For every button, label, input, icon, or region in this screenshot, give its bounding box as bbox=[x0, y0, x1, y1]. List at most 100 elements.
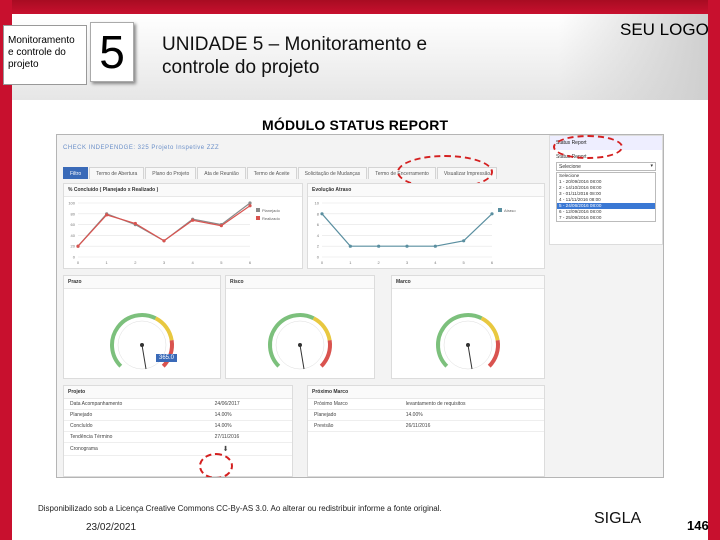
status-report-option[interactable]: 6 - 12/09/2016 08:00 bbox=[559, 209, 602, 214]
highlight-circle-status bbox=[553, 135, 623, 159]
app-title: CHECK INDEPENDGE: 325 Projeto Inspetive … bbox=[63, 145, 220, 151]
y-tick-label: 0 bbox=[317, 255, 320, 260]
x-tick-label: 0 bbox=[77, 260, 80, 265]
x-tick-label: 0 bbox=[321, 260, 324, 265]
data-point bbox=[405, 244, 409, 248]
status-report-option[interactable]: 1 - 20/09/2016 08:00 bbox=[559, 179, 602, 184]
x-tick-label: 1 bbox=[349, 260, 352, 265]
unit-title: UNIDADE 5 – Monitoramento e controle do … bbox=[162, 34, 428, 78]
table-row: Planejado 14.00% bbox=[64, 409, 292, 421]
marco-gauge bbox=[436, 313, 500, 370]
tab-solicitacao-mudancas[interactable]: Solicitação de Mudanças bbox=[297, 167, 368, 179]
x-tick-label: 3 bbox=[406, 260, 409, 265]
prazo-gauge bbox=[110, 313, 174, 370]
legend-swatch bbox=[498, 208, 502, 212]
data-point bbox=[219, 224, 223, 228]
gauge-band bbox=[110, 313, 157, 368]
y-tick-label: 60 bbox=[71, 222, 76, 227]
table-row: Cronograma ⬇ bbox=[64, 442, 292, 456]
data-point bbox=[162, 239, 166, 243]
x-tick-label: 2 bbox=[378, 260, 381, 265]
status-report-option[interactable]: 4 - 11/11/2016 08:00 bbox=[559, 197, 601, 202]
x-tick-label: 4 bbox=[434, 260, 437, 265]
y-tick-label: 6 bbox=[317, 222, 320, 227]
tab-termo-abertura[interactable]: Termo de Abertura bbox=[89, 167, 145, 179]
delay-chart: 0 2 4 6 8 10 0 1 2 3 4 5 6 Atraso bbox=[315, 201, 517, 266]
marco-gauge-panel: Marco bbox=[391, 275, 545, 379]
data-point bbox=[248, 204, 252, 208]
legend-swatch bbox=[256, 208, 260, 212]
y-tick-label: 80 bbox=[71, 211, 76, 216]
gauge-needle bbox=[299, 344, 305, 370]
legend-label: Planejado bbox=[262, 208, 281, 213]
gauge-band bbox=[487, 339, 500, 368]
status-report-option[interactable]: 2 - 14/10/2016 08:00 bbox=[559, 185, 602, 190]
highlight-circle-download bbox=[199, 453, 233, 477]
prazo-gauge-panel: Prazo 365.0 bbox=[63, 275, 221, 379]
data-point bbox=[462, 239, 466, 243]
x-tick-label: 3 bbox=[163, 260, 166, 265]
data-point bbox=[377, 244, 381, 248]
x-tick-label: 5 bbox=[220, 260, 223, 265]
status-report-option[interactable]: 7 - 25/09/2016 08:00 bbox=[559, 215, 602, 220]
progress-chart: 0 20 40 60 80 100 0 1 2 3 4 5 6 Planejado Realizado bbox=[68, 201, 281, 266]
y-tick-label: 2 bbox=[317, 244, 320, 249]
data-point bbox=[320, 212, 324, 216]
tab-termo-aceite[interactable]: Termo de Aceite bbox=[246, 167, 297, 179]
app-screenshot: CHECK INDEPENDGE: 325 Projeto Inspetive … bbox=[56, 134, 664, 478]
table-row: Próximo Marco levantamento de requisitos bbox=[308, 399, 544, 410]
data-point bbox=[433, 244, 437, 248]
table-row: Planejado 14.00% bbox=[308, 409, 544, 421]
tab-filtro[interactable]: Filtro bbox=[63, 167, 89, 179]
status-report-option[interactable]: 3 - 01/11/2016 08:00 bbox=[559, 191, 602, 196]
gauge-band bbox=[319, 339, 332, 368]
legend-label: Atraso bbox=[504, 208, 516, 213]
data-point bbox=[133, 221, 137, 226]
chevron-down-icon: ▾ bbox=[650, 163, 653, 169]
status-report-list[interactable]: Selecione 1 - 20/09/2016 08:00 2 - 14/10/2… bbox=[556, 172, 656, 222]
gauge-inner-ring bbox=[117, 320, 167, 370]
progress-chart-panel: % Concluído ( Planejado x Realizado ) 0 2… bbox=[63, 183, 303, 269]
project-table: Data Acompanhamento 24/06/2017 Planejado 1… bbox=[64, 399, 292, 456]
risco-gauge bbox=[268, 313, 332, 370]
data-point bbox=[76, 244, 80, 248]
y-tick-label: 40 bbox=[71, 233, 76, 238]
tab-ata-reuniao[interactable]: Ata de Reunião bbox=[197, 167, 246, 179]
milestone-table-panel: Próximo Marco Próximo Marco levantamento … bbox=[307, 385, 545, 477]
status-report-option[interactable]: 5 - 24/06/2016 08:00 bbox=[557, 203, 655, 209]
gauge-hub bbox=[466, 343, 470, 347]
logo: SEU LOGO bbox=[620, 20, 709, 39]
section-title: MÓDULO STATUS REPORT bbox=[262, 117, 449, 133]
delay-chart-panel: Evolução Atraso 0 2 4 6 8 10 0 1 2 3 4 5 6 Atraso bbox=[307, 183, 545, 269]
x-tick-label: 1 bbox=[106, 260, 109, 265]
series-line bbox=[321, 213, 493, 247]
status-report-select[interactable]: Selecione ▾ bbox=[556, 162, 656, 171]
license-text: Disponibilizado sob a Licença Creative C… bbox=[38, 504, 442, 513]
left-frame bbox=[0, 0, 12, 540]
data-point bbox=[348, 244, 352, 248]
gauge-band bbox=[436, 313, 483, 368]
y-tick-label: 20 bbox=[71, 244, 76, 249]
legend-swatch bbox=[256, 216, 260, 220]
x-tick-label: 6 bbox=[491, 260, 494, 265]
page-number: 146 bbox=[687, 518, 709, 533]
table-row: Concluído 14.00% bbox=[64, 420, 292, 432]
gauge-needle bbox=[141, 344, 147, 370]
progress-chart-title: % Concluído ( Planejado x Realizado ) bbox=[64, 184, 302, 197]
risco-gauge-title: Risco bbox=[226, 276, 374, 289]
gauge-band bbox=[154, 316, 174, 341]
y-tick-label: 10 bbox=[315, 201, 320, 206]
download-icon[interactable]: ⬇ bbox=[222, 446, 229, 453]
gauge-inner-ring bbox=[443, 320, 493, 370]
y-tick-label: 8 bbox=[317, 211, 320, 216]
tab-plano-projeto[interactable]: Plano do Projeto bbox=[145, 167, 197, 179]
gauge-needle bbox=[467, 344, 473, 370]
status-report-option[interactable]: Selecione bbox=[559, 173, 580, 178]
milestone-table: Próximo Marco levantamento de requisitos … bbox=[308, 399, 544, 432]
prazo-gauge-title: Prazo bbox=[64, 276, 220, 289]
module-label: Monitoramento e controle do projeto bbox=[3, 25, 87, 85]
data-point bbox=[248, 201, 252, 205]
y-tick-label: 0 bbox=[73, 255, 76, 260]
x-tick-label: 6 bbox=[249, 260, 252, 265]
data-point bbox=[490, 212, 494, 216]
